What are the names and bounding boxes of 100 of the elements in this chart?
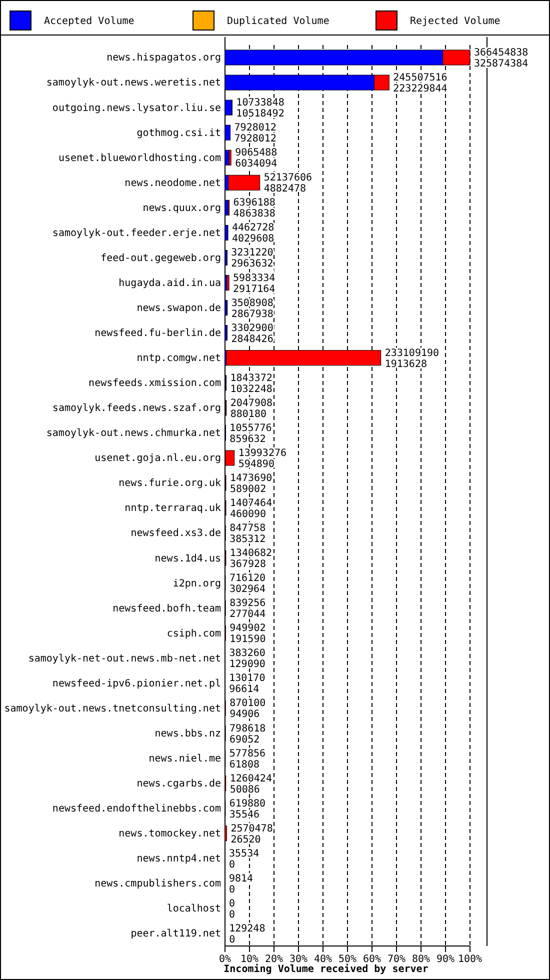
annotation: 302964	[229, 584, 266, 596]
annotation: 10733848	[236, 98, 284, 109]
y-tick-label: newsfeed.bofh.team	[112, 603, 221, 614]
x-tick-label: 40%	[314, 954, 332, 966]
annotation: 5983334	[233, 272, 276, 284]
x-tick-label: 60%	[362, 954, 382, 966]
annotation: 949902	[230, 623, 266, 634]
annotation: 6396188	[233, 198, 276, 209]
annotation: 96614	[229, 684, 260, 696]
annotation: 4863838	[233, 208, 276, 220]
y-tick-label: i2pn.org	[172, 578, 221, 590]
y-tick-label: news.neodome.net	[124, 178, 221, 189]
annotation: 1407464	[230, 498, 272, 510]
annotation: 3231220	[231, 248, 274, 259]
y-tick-label: newsfeed-ipv6.pionier.net.pl	[52, 678, 221, 690]
annotation: 9065488	[235, 148, 278, 159]
y-tick-label: news.cmpublishers.com	[94, 878, 221, 890]
y-tick-label: news.bbs.nz	[154, 728, 221, 740]
x-tick-label: 30%	[289, 954, 308, 966]
annotation: 69052	[230, 734, 260, 746]
annotation: 2570478	[230, 823, 273, 834]
y-tick-label: news.1d4.us	[154, 553, 221, 564]
annotation: 0	[229, 884, 236, 896]
y-tick-label: hugayda.aid.in.ua	[118, 278, 221, 289]
y-tick-label: news.nntp4.net	[136, 854, 221, 865]
y-tick-label: newsfeed.xs3.de	[130, 528, 221, 540]
annotation: 2848426	[231, 334, 274, 345]
x-tick-label: 70%	[387, 954, 406, 966]
annotation: 2917164	[233, 284, 276, 295]
annotation: 61808	[229, 759, 260, 770]
annotation: 4882478	[264, 184, 306, 195]
y-tick-label: news.furie.org.uk	[118, 478, 221, 490]
y-tick-label: samoylyk-out.news.tnetconsulting.net	[4, 703, 221, 714]
legend-label: Duplicated Volume	[227, 16, 330, 27]
annotation: 839256	[230, 598, 266, 610]
annotation: 9814	[229, 873, 254, 884]
y-tick-label: samoylyk-net-out.news.mb-net.net	[28, 653, 221, 664]
x-tick-label: 50%	[338, 954, 357, 966]
y-tick-label: usenet.blueworldhosting.com	[58, 152, 221, 164]
annotation: 35534	[229, 848, 260, 860]
x-tick-label: 0%	[218, 954, 232, 966]
annotation: 4029608	[232, 234, 274, 245]
y-tick-label: gothmog.csi.it	[136, 128, 221, 139]
annotation: 716120	[229, 573, 266, 584]
y-tick-label: newsfeed.endofthelinebbs.com	[52, 804, 221, 815]
y-tick-label: nntp.terraraq.uk	[124, 503, 221, 514]
annotation: 130170	[229, 673, 266, 684]
annotation: 1032248	[230, 384, 272, 395]
y-tick-label: csiph.com	[166, 628, 221, 640]
y-tick-label: samoylyk-out.feeder.erje.net	[52, 228, 221, 239]
annotation: 10518492	[236, 108, 284, 120]
annotation: 7928012	[234, 122, 276, 134]
annotation: 4462728	[232, 222, 274, 234]
y-tick-label: news.quux.org	[142, 202, 221, 214]
annotation: 3508908	[231, 298, 274, 309]
y-tick-label: samoylyk-out.news.weretis.net	[46, 78, 221, 89]
x-axis-title: Incoming Volume received by server	[224, 963, 428, 975]
annotation: 277044	[230, 609, 266, 620]
y-tick-label: news.hispagatos.org	[106, 52, 221, 64]
x-tick-label: 100%	[458, 954, 482, 966]
legend-label: Accepted Volume	[44, 16, 134, 27]
x-tick-label: 90%	[436, 954, 455, 966]
annotation: 245507516	[393, 72, 448, 84]
annotation: 1913628	[384, 358, 427, 370]
annotation: 2867938	[231, 308, 274, 320]
annotation: 383260	[229, 648, 266, 660]
annotation: 0	[229, 898, 236, 910]
annotation: 2963632	[231, 258, 274, 270]
annotation: 50086	[230, 784, 260, 796]
y-tick-label: newsfeeds.xmission.com	[88, 378, 221, 390]
annotation: 0	[229, 859, 236, 870]
annotation: 2047908	[230, 398, 273, 409]
x-tick-label: 20%	[264, 954, 284, 966]
y-tick-label: localhost	[166, 904, 221, 915]
annotation: 129090	[229, 659, 266, 670]
y-tick-label: peer.alt119.net	[130, 928, 221, 940]
y-tick-label: news.swapon.de	[136, 302, 221, 314]
annotation: 1340682	[230, 548, 272, 560]
annotation: 798618	[230, 723, 266, 734]
y-tick-label: newsfeed.fu-berlin.de	[94, 328, 221, 340]
annotation: 94906	[230, 709, 260, 720]
annotation: 1843372	[230, 372, 272, 384]
annotation: 367928	[230, 559, 266, 570]
annotation: 191590	[230, 634, 266, 646]
x-tick-label: 80%	[412, 954, 430, 966]
y-tick-label: usenet.goja.nl.eu.org	[94, 453, 221, 464]
annotation: 6034094	[235, 158, 278, 170]
y-tick-label: news.niel.me	[148, 753, 221, 764]
annotation: 26520	[230, 834, 261, 846]
annotation: 129248	[229, 923, 266, 934]
annotation: 52137606	[264, 172, 312, 184]
annotation: 13993276	[238, 448, 287, 459]
annotation: 460090	[230, 509, 266, 520]
y-tick-label: samoylyk-out.news.chmurka.net	[46, 428, 221, 440]
annotation: 880180	[230, 408, 266, 420]
y-tick-label: outgoing.news.lysator.liu.se	[52, 102, 221, 114]
annotation: 385312	[230, 534, 266, 546]
annotation: 0	[229, 934, 236, 946]
y-tick-label: feed-out.gegeweb.org	[100, 252, 221, 264]
annotation: 1055776	[230, 422, 272, 434]
